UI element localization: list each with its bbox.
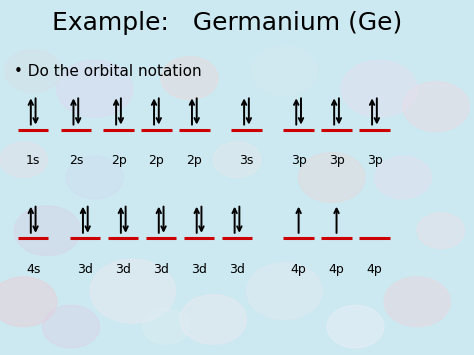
Text: 3s: 3s xyxy=(239,154,254,168)
Text: 3d: 3d xyxy=(153,263,169,276)
Circle shape xyxy=(43,305,100,348)
Circle shape xyxy=(0,142,47,178)
Circle shape xyxy=(142,309,190,344)
Text: 4p: 4p xyxy=(291,263,307,276)
Circle shape xyxy=(417,213,465,248)
Circle shape xyxy=(251,46,318,96)
Text: 2p: 2p xyxy=(148,154,164,168)
Text: Example:   Germanium (Ge): Example: Germanium (Ge) xyxy=(53,11,402,35)
Text: 2s: 2s xyxy=(69,154,83,168)
Text: 3d: 3d xyxy=(115,263,131,276)
Circle shape xyxy=(90,259,175,323)
Circle shape xyxy=(213,142,261,178)
Circle shape xyxy=(57,60,133,117)
Text: • Do the orbital notation: • Do the orbital notation xyxy=(14,64,202,79)
Circle shape xyxy=(374,156,431,199)
Text: 3d: 3d xyxy=(229,263,245,276)
Text: 4p: 4p xyxy=(366,263,383,276)
Text: 3d: 3d xyxy=(191,263,207,276)
Circle shape xyxy=(5,50,62,92)
Circle shape xyxy=(341,60,417,117)
Circle shape xyxy=(180,295,246,344)
Circle shape xyxy=(161,57,218,99)
Text: 3p: 3p xyxy=(328,154,345,168)
Circle shape xyxy=(66,156,123,199)
Text: 1s: 1s xyxy=(26,154,40,168)
Circle shape xyxy=(14,206,81,256)
Circle shape xyxy=(327,305,384,348)
Circle shape xyxy=(403,82,469,131)
Circle shape xyxy=(246,263,322,320)
Circle shape xyxy=(299,153,365,202)
Circle shape xyxy=(0,277,57,327)
Text: 2p: 2p xyxy=(186,154,202,168)
Text: 4s: 4s xyxy=(26,263,40,276)
Text: 4p: 4p xyxy=(328,263,345,276)
Circle shape xyxy=(384,277,450,327)
Text: 2p: 2p xyxy=(110,154,127,168)
Text: 3p: 3p xyxy=(366,154,383,168)
Text: 3d: 3d xyxy=(77,263,93,276)
Text: 3p: 3p xyxy=(291,154,307,168)
